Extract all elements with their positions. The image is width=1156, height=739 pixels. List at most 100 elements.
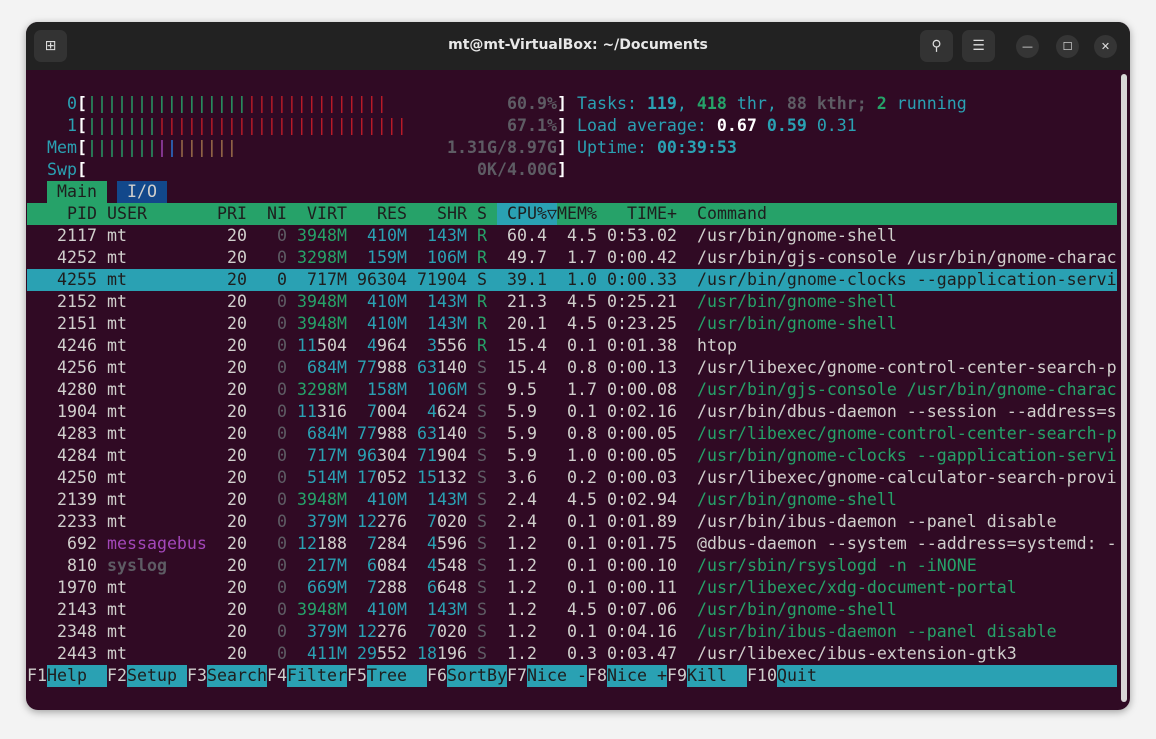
cell-time: 0:00.42 bbox=[607, 248, 677, 267]
column-virt[interactable]: VIRT bbox=[307, 204, 347, 223]
column-pri[interactable]: PRI bbox=[217, 204, 247, 223]
process-row[interactable]: 4283 mt 20 0 684M 77988 63140 S 5.9 0.8 0:00.05/us… bbox=[27, 423, 1117, 445]
menu-button[interactable]: ☰ bbox=[962, 30, 995, 62]
close-button[interactable]: ✕ bbox=[1094, 35, 1117, 58]
column-cpu[interactable]: CPU%▽ bbox=[497, 203, 557, 225]
cell-shr: 4624 bbox=[427, 401, 467, 423]
new-tab-button[interactable]: ⊞ bbox=[34, 30, 67, 62]
mb-digits: 7 bbox=[367, 534, 377, 553]
fkey-tree-button[interactable]: Tree bbox=[367, 665, 427, 687]
separator: , bbox=[676, 94, 697, 113]
column-res[interactable]: RES bbox=[377, 204, 407, 223]
process-row[interactable]: 2152 mt 20 0 3948M 410M 143M R 21.3 4.5 0:25.21/us… bbox=[27, 291, 1117, 313]
cell-s: S bbox=[477, 600, 487, 619]
cell-s: S bbox=[477, 490, 487, 509]
meter-segment-green: ||||||| bbox=[87, 138, 157, 157]
cell-pri: 20 bbox=[227, 424, 247, 443]
cell-command: /usr/libexec/xdg-document-portal bbox=[697, 578, 1017, 597]
column-user[interactable]: USER bbox=[107, 204, 147, 223]
search-button[interactable]: ⚲ bbox=[920, 30, 953, 62]
cell-res: 410M bbox=[367, 489, 407, 511]
mb-digits: 17 bbox=[357, 468, 377, 487]
process-row[interactable]: 4252 mt 20 0 3298M 159M 106M R 49.7 1.7 0:00.42/us… bbox=[27, 247, 1117, 269]
cell-command: /usr/bin/gnome-clocks --gapplication-ser… bbox=[697, 270, 1117, 289]
tasks-summary: Tasks: 119, 418 thr, 88 kthr; 2 running bbox=[27, 93, 1117, 115]
column-command[interactable]: Command bbox=[697, 204, 767, 223]
load-label: Load average: bbox=[577, 116, 717, 135]
column-mem[interactable]: MEM% bbox=[557, 204, 597, 223]
tab-io[interactable]: I/O bbox=[117, 181, 167, 203]
cell-user: messagebus bbox=[107, 534, 207, 553]
process-row[interactable]: 4284 mt 20 0 717M 96304 71904 S 5.9 1.0 0:00.05/us… bbox=[27, 445, 1117, 467]
kb-digits: 596 bbox=[437, 534, 467, 553]
process-row[interactable]: 2443 mt 20 0 411M 29552 18196 S 1.2 0.3 0:03.47/us… bbox=[27, 643, 1117, 665]
process-row[interactable]: 4255 mt 20 0 717M 96304 71904 S 39.1 1.0 0:00.33/u… bbox=[27, 269, 1117, 291]
cell-pid: 4252 bbox=[57, 248, 97, 267]
kb-digits: 624 bbox=[437, 402, 467, 421]
fkey-kill-button[interactable]: Kill bbox=[687, 665, 747, 687]
cell-res: 410M bbox=[367, 599, 407, 621]
column-pid[interactable]: PID bbox=[67, 204, 97, 223]
column-shr[interactable]: SHR bbox=[437, 204, 467, 223]
column-ni[interactable]: NI bbox=[267, 204, 287, 223]
meter-value: 60.9% bbox=[507, 94, 557, 113]
minimize-button[interactable]: — bbox=[1016, 35, 1039, 58]
process-row[interactable]: 2117 mt 20 0 3948M 410M 143M R 60.4 4.5 0:53.02/us… bbox=[27, 225, 1117, 247]
process-row[interactable]: 2151 mt 20 0 3948M 410M 143M R 20.1 4.5 0:23.25/us… bbox=[27, 313, 1117, 335]
cell-time: 0:23.25 bbox=[607, 314, 677, 333]
cell-pid: 1904 bbox=[57, 402, 97, 421]
cell-cpu: 1.2 bbox=[507, 556, 537, 575]
process-row[interactable]: 4246 mt 20 0 11504 4964 3556 R 15.4 0.1 0:01.38 hto… bbox=[27, 335, 1117, 357]
process-row[interactable]: 4256 mt 20 0 684M 77988 63140 S 15.4 0.8 0:00.13/u… bbox=[27, 357, 1117, 379]
fkey-setup-button[interactable]: Setup bbox=[127, 665, 187, 687]
process-row[interactable]: 2348 mt 20 0 379M 12276 7020 S 1.2 0.1 0:04.16/usr… bbox=[27, 621, 1117, 643]
kb-digits: 188 bbox=[316, 534, 347, 553]
mb-digits: 63 bbox=[417, 424, 437, 443]
cell-shr: 71904 bbox=[417, 269, 467, 291]
process-row[interactable]: 2233 mt 20 0 379M 12276 7020 S 2.4 0.1 0:01.89/usr… bbox=[27, 511, 1117, 533]
fkey-f7: F7 bbox=[507, 666, 527, 685]
fkey-nice-button[interactable]: Nice - bbox=[527, 665, 587, 687]
process-row[interactable]: 1970 mt 20 0 669M 7288 6648 S 1.2 0.1 0:00.11/usr/… bbox=[27, 577, 1117, 599]
process-row[interactable]: 4250 mt 20 0 514M 17052 15132 S 3.6 0.2 0:00.03/us… bbox=[27, 467, 1117, 489]
cell-mem: 1.0 bbox=[567, 270, 597, 289]
kb-digits: 284 bbox=[377, 534, 407, 553]
fkey-sortby-button[interactable]: SortBy bbox=[447, 665, 507, 687]
cell-user: syslog bbox=[107, 556, 167, 575]
cell-cpu: 5.9 bbox=[507, 446, 537, 465]
process-row[interactable]: 2139 mt 20 0 3948M 410M 143M S 2.4 4.5 0:02.94/usr… bbox=[27, 489, 1117, 511]
meter-label: 1 bbox=[67, 116, 77, 135]
cell-pid: 692 bbox=[67, 534, 97, 553]
process-row[interactable]: 692 messagebus 20 0 12188 7284 4596 S 1.2 0.1 0:01… bbox=[27, 533, 1117, 555]
cell-user: mt bbox=[107, 380, 127, 399]
cell-pid: 2152 bbox=[57, 292, 97, 311]
fkey-f10: F10 bbox=[747, 666, 777, 685]
cell-time: 0:00.13 bbox=[607, 358, 677, 377]
fkey-f1: F1 bbox=[27, 666, 47, 685]
fkey-f2: F2 bbox=[107, 666, 127, 685]
process-row[interactable]: 2143 mt 20 0 3948M 410M 143M S 1.2 4.5 0:07.06/usr… bbox=[27, 599, 1117, 621]
process-row[interactable]: 1904 mt 20 0 11316 7004 4624 S 5.9 0.1 0:02.16/usr… bbox=[27, 401, 1117, 423]
mb-digits: 7 bbox=[367, 578, 377, 597]
fkey-filter-button[interactable]: Filter bbox=[287, 665, 347, 687]
column-time[interactable]: TIME+ bbox=[627, 204, 677, 223]
fkey-search-button[interactable]: Search bbox=[207, 665, 267, 687]
cell-command: /usr/bin/gnome-shell bbox=[697, 600, 897, 619]
scrollbar[interactable] bbox=[1121, 74, 1127, 702]
cell-virt: 3298M bbox=[297, 380, 347, 399]
process-row[interactable]: 4280 mt 20 0 3298M 158M 106M S 9.5 1.7 0:00.08/usr… bbox=[27, 379, 1117, 401]
process-row[interactable]: 810 syslog 20 0 217M 6084 4548 S 1.2 0.1 0:00.10/u… bbox=[27, 555, 1117, 577]
fkey-quit-button[interactable]: Quit bbox=[777, 665, 1117, 687]
mb-digits: 12 bbox=[297, 534, 317, 553]
cell-pid: 4256 bbox=[57, 358, 97, 377]
cell-ni: 0 bbox=[277, 226, 287, 245]
htop-screen[interactable]: 0[|||||||||||||||||||||||||||||| 60.9%] 1[… bbox=[26, 70, 1130, 710]
uptime: Uptime: 00:39:53 bbox=[27, 137, 1117, 159]
tab-main[interactable]: Main bbox=[47, 181, 107, 203]
maximize-button[interactable]: ☐ bbox=[1056, 35, 1079, 58]
mb-digits: 12 bbox=[357, 622, 377, 641]
fkey-help-button[interactable]: Help bbox=[47, 665, 107, 687]
cell-time: 0:01.38 bbox=[607, 336, 677, 355]
column-state[interactable]: S bbox=[477, 204, 487, 223]
fkey-nice-button[interactable]: Nice + bbox=[607, 665, 667, 687]
